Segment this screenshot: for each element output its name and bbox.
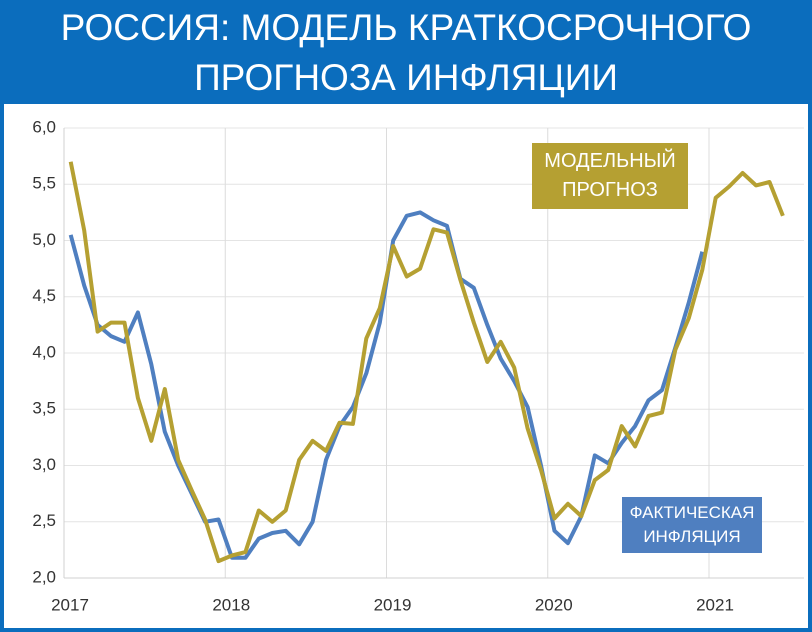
y-tick-label: 2,0 (32, 567, 56, 586)
x-tick-label: 2020 (535, 595, 573, 614)
plot: 2,0 2,5 3,0 3,5 4,0 4,5 5,0 5,5 6,0 2017 2018 2019 2… (4, 104, 808, 628)
series-line (68, 161, 785, 564)
title-line: ПРОГНОЗА ИНФЛЯЦИИ (194, 57, 618, 98)
y-tick-label: 4,0 (32, 342, 56, 361)
y-tick-label: 5,5 (32, 174, 56, 193)
x-tick-label: 2018 (212, 595, 250, 614)
y-tick-label: 2,5 (32, 511, 56, 530)
y-tick-label: 3,0 (32, 455, 56, 474)
x-tick-label: 2021 (696, 595, 734, 614)
title-banner: РОССИЯ: МОДЕЛЬ КРАТКОСРОЧНОГО ПРОГНОЗА И… (0, 0, 812, 104)
y-tick-label: 6,0 (32, 117, 56, 136)
y-tick-label: 4,5 (32, 286, 56, 305)
y-tick-label: 3,5 (32, 399, 56, 418)
legend-actual: ФАКТИЧЕСКАЯ ИНФЛЯЦИЯ (622, 497, 762, 553)
legend-forecast: МОДЕЛЬНЫЙ ПРОГНОЗ (532, 143, 688, 209)
y-tick-label: 5,0 (32, 230, 56, 249)
x-tick-label: 2017 (51, 595, 89, 614)
title-line: РОССИЯ: МОДЕЛЬ КРАТКОСРОЧНОГО (60, 7, 752, 48)
x-tick-label: 2019 (374, 595, 412, 614)
